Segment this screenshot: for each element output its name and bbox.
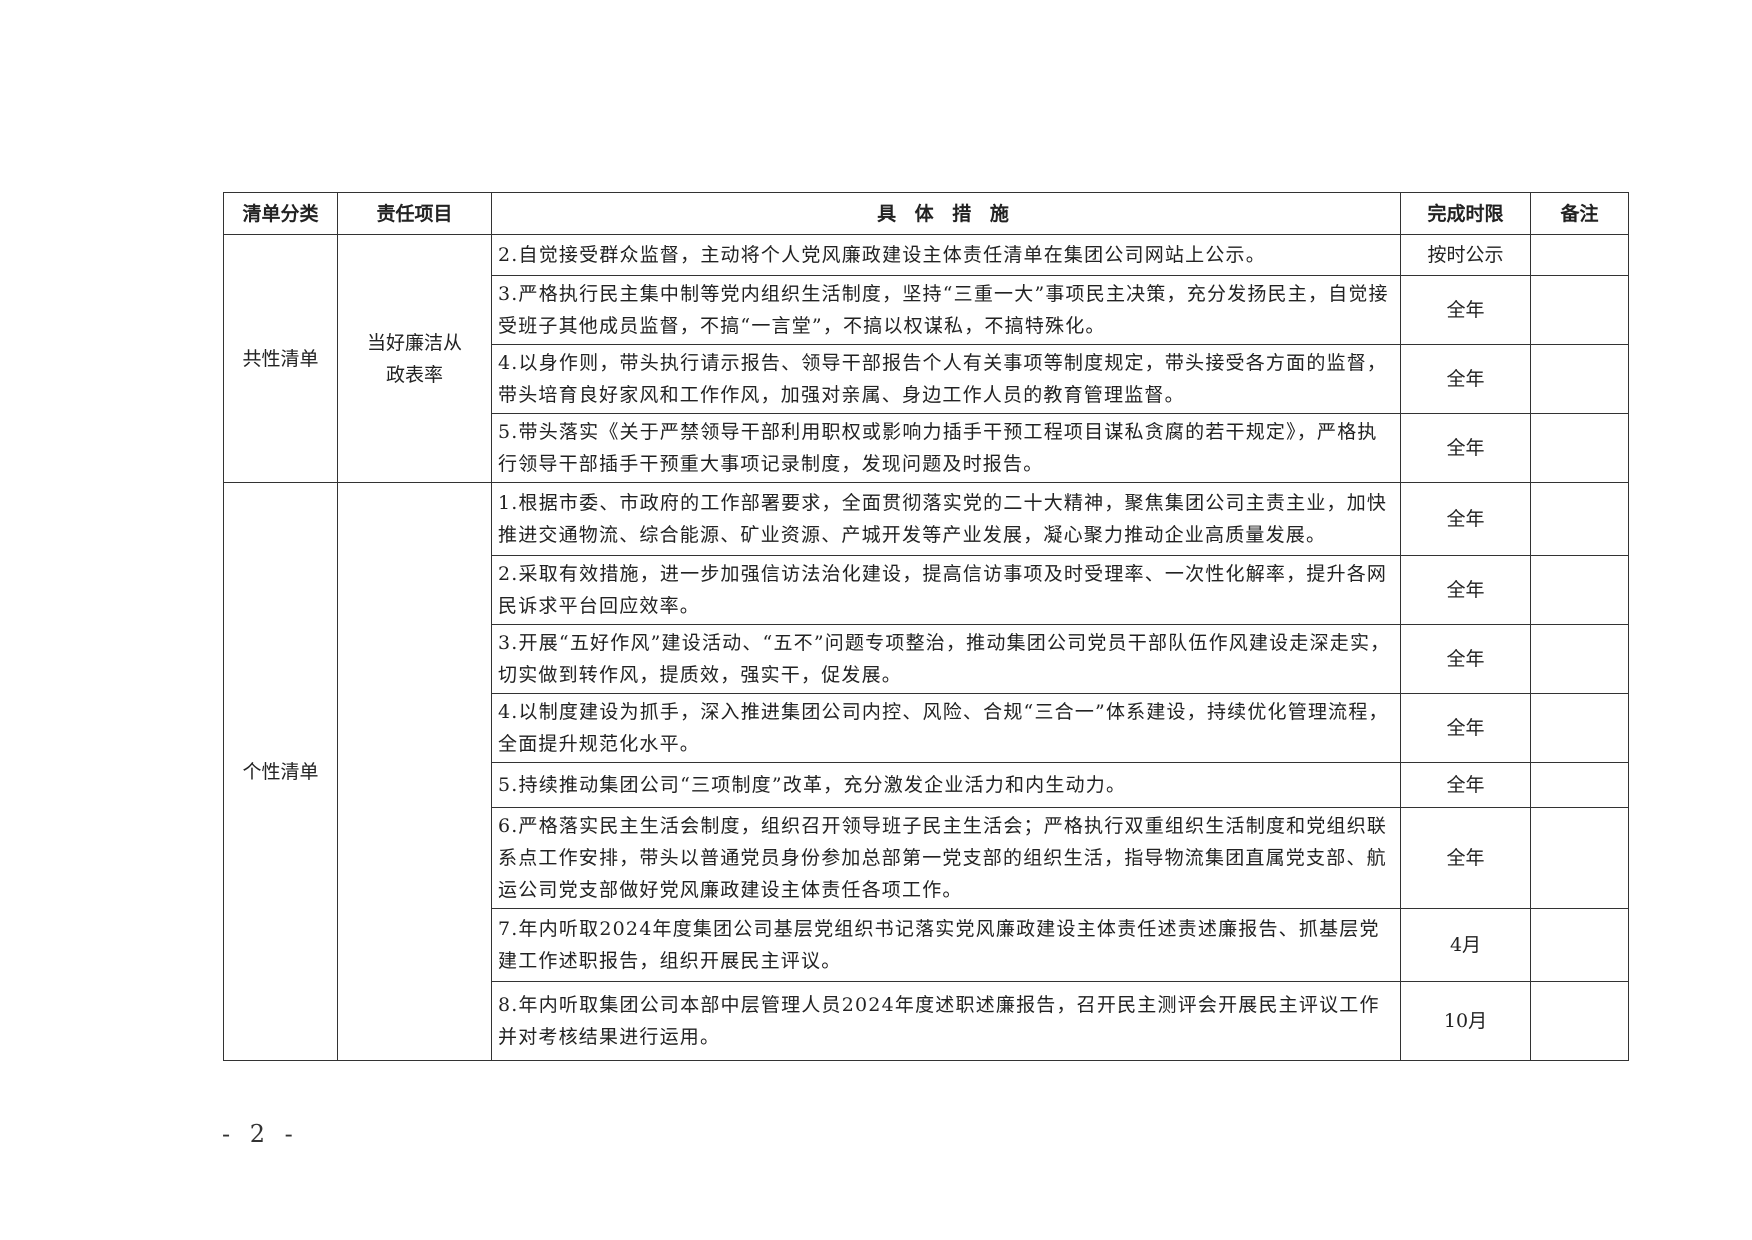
note-cell — [1530, 624, 1629, 694]
deadline-cell: 全年 — [1400, 344, 1531, 414]
deadline-cell: 全年 — [1400, 762, 1531, 808]
table-row: 8.年内听取集团公司本部中层管理人员2024年度述职述廉报告，召开民主测评会开展… — [224, 981, 1629, 1061]
note-cell — [1530, 762, 1629, 808]
header-row: 清单分类 责任项目 具 体 措 施 完成时限 备注 — [223, 192, 1629, 235]
note-cell — [1530, 344, 1629, 414]
table-row: 5.带头落实《关于严禁领导干部利用职权或影响力插手干预工程项目谋私贪腐的若干规定… — [224, 413, 1629, 483]
measure-cell: 1.根据市委、市政府的工作部署要求，全面贯彻落实党的二十大精神，聚焦集团公司主责… — [491, 482, 1401, 556]
table-row: 6.严格落实民主生活会制度，组织召开领导班子民主生活会；严格执行双重组织生活制度… — [224, 807, 1629, 909]
measure-cell: 6.严格落实民主生活会制度，组织召开领导班子民主生活会；严格执行双重组织生活制度… — [491, 807, 1401, 909]
table-row: 4.以制度建设为抓手，深入推进集团公司内控、风险、合规“三合一”体系建设，持续优… — [224, 693, 1629, 763]
category-cell: 个性清单 — [223, 482, 338, 1061]
table-row: 2.采取有效措施，进一步加强信访法治化建设，提高信访事项及时受理率、一次性化解率… — [224, 555, 1629, 625]
measure-cell: 3.严格执行民主集中制等党内组织生活制度，坚持“三重一大”事项民主决策，充分发扬… — [491, 275, 1401, 345]
note-cell — [1530, 413, 1629, 483]
measure-cell: 7.年内听取2024年度集团公司基层党组织书记落实党风廉政建设主体责任述责述廉报… — [491, 908, 1401, 982]
table-row: 共性清单 当好廉洁从政表率 2.自觉接受群众监督，主动将个人党风廉政建设主体责任清单… — [223, 234, 1629, 483]
deadline-cell: 全年 — [1400, 275, 1531, 345]
deadline-cell: 全年 — [1400, 413, 1531, 483]
table-row: 5.持续推动集团公司“三项制度”改革，充分激发企业活力和内生动力。 全年 — [224, 762, 1629, 808]
note-cell — [1530, 807, 1629, 909]
category-cell: 共性清单 — [223, 234, 338, 483]
responsibility-table: 清单分类 责任项目 具 体 措 施 完成时限 备注 共性清单 当好廉洁从政表率 2.… — [223, 192, 1629, 1061]
deadline-cell: 全年 — [1400, 693, 1531, 763]
table-row: 7.年内听取2024年度集团公司基层党组织书记落实党风廉政建设主体责任述责述廉报… — [224, 908, 1629, 982]
measure-cell: 8.年内听取集团公司本部中层管理人员2024年度述职述廉报告，召开民主测评会开展… — [491, 981, 1401, 1061]
measure-cell: 4.以身作则，带头执行请示报告、领导干部报告个人有关事项等制度规定，带头接受各方… — [491, 344, 1401, 414]
measure-cell: 3.开展“五好作风”建设活动、“五不”问题专项整治，推动集团公司党员干部队伍作风… — [491, 624, 1401, 694]
header-measures: 具 体 措 施 — [491, 192, 1401, 235]
header-category: 清单分类 — [223, 192, 338, 235]
deadline-cell: 4月 — [1400, 908, 1531, 982]
deadline-cell: 全年 — [1400, 555, 1531, 625]
deadline-cell: 按时公示 — [1400, 234, 1531, 276]
table-row: 4.以身作则，带头执行请示报告、领导干部报告个人有关事项等制度规定，带头接受各方… — [224, 344, 1629, 414]
deadline-cell: 全年 — [1400, 482, 1531, 556]
header-deadline: 完成时限 — [1400, 192, 1531, 235]
note-cell — [1530, 908, 1629, 982]
note-cell — [1530, 275, 1629, 345]
deadline-cell: 全年 — [1400, 624, 1531, 694]
table-row: 个性清单 1.根据市委、市政府的工作部署要求，全面贯彻落实党的二十大精神，聚焦集团… — [223, 482, 1629, 1061]
note-cell — [1530, 555, 1629, 625]
measure-cell: 4.以制度建设为抓手，深入推进集团公司内控、风险、合规“三合一”体系建设，持续优… — [491, 693, 1401, 763]
table-row: 3.开展“五好作风”建设活动、“五不”问题专项整治，推动集团公司党员干部队伍作风… — [224, 624, 1629, 694]
measure-cell: 5.带头落实《关于严禁领导干部利用职权或影响力插手干预工程项目谋私贪腐的若干规定… — [491, 413, 1401, 483]
measure-cell: 2.采取有效措施，进一步加强信访法治化建设，提高信访事项及时受理率、一次性化解率… — [491, 555, 1401, 625]
note-cell — [1530, 693, 1629, 763]
project-cell: 当好廉洁从政表率 — [337, 234, 492, 483]
header-project: 责任项目 — [337, 192, 492, 235]
note-cell — [1530, 981, 1629, 1061]
deadline-cell: 全年 — [1400, 807, 1531, 909]
project-cell — [337, 482, 492, 1061]
note-cell — [1530, 482, 1629, 556]
deadline-cell: 10月 — [1400, 981, 1531, 1061]
measure-cell: 2.自觉接受群众监督，主动将个人党风廉政建设主体责任清单在集团公司网站上公示。 — [491, 234, 1401, 276]
note-cell — [1530, 234, 1629, 276]
table-row: 3.严格执行民主集中制等党内组织生活制度，坚持“三重一大”事项民主决策，充分发扬… — [224, 275, 1629, 345]
page-number: - 2 - — [222, 1120, 299, 1148]
header-note: 备注 — [1530, 192, 1629, 235]
measure-cell: 5.持续推动集团公司“三项制度”改革，充分激发企业活力和内生动力。 — [491, 762, 1401, 808]
